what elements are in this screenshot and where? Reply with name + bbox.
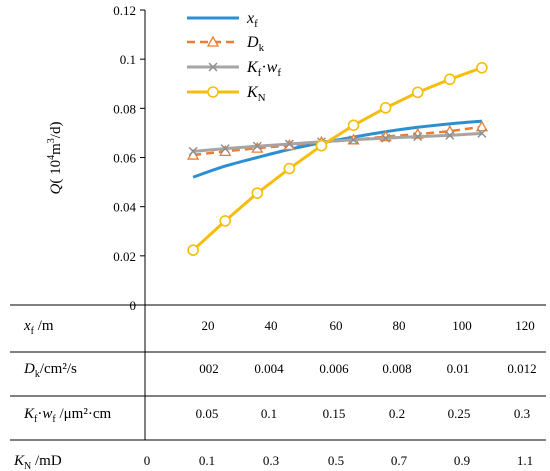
point-marker-kfwf [413, 132, 423, 142]
legend-label-xf: xf [246, 10, 258, 30]
legend-marker-kfwf [208, 62, 218, 72]
x-tick-label-dk: 0.004 [254, 361, 284, 376]
x-tick-label-xf: 60 [330, 318, 343, 333]
x-tick-label-kn: 0.1 [199, 453, 215, 468]
x-axis-label-kfwf: Kf·wf /μm²·cm [23, 406, 111, 425]
point-marker-kn [187, 244, 199, 256]
point-marker-kn [347, 119, 360, 132]
point-marker-kfwf [220, 144, 230, 154]
x-tick-label-kn: 0 [144, 453, 151, 468]
y-tick-label: 0.12 [113, 3, 136, 18]
legend-marker-kn [207, 86, 219, 98]
x-tick-label-xf: 100 [452, 318, 472, 333]
x-tick-label-dk: 0.008 [382, 361, 411, 376]
x-axis-label-xf: xf /m [23, 318, 54, 337]
x-tick-label-dk: 002 [199, 361, 219, 376]
legend-label-kn: KN [246, 84, 266, 104]
point-marker-kfwf [188, 146, 198, 156]
y-axis-label: Q( 104m3/d) [46, 122, 64, 195]
point-marker-kn [219, 215, 232, 227]
point-marker-kfwf [445, 130, 455, 140]
y-tick-label: 0.06 [113, 151, 136, 166]
point-marker-kn [443, 73, 456, 86]
x-tick-label-kn: 1.1 [517, 453, 533, 468]
x-tick-label-kn: 0.3 [263, 453, 279, 468]
x-tick-label-kfwf: 0.1 [261, 406, 277, 421]
x-tick-label-kfwf: 0.2 [389, 406, 405, 421]
x-tick-label-xf: 40 [265, 318, 278, 333]
x-tick-label-kn: 0.5 [328, 453, 344, 468]
series-line-kfwf [192, 131, 482, 153]
y-tick-label: 0.08 [113, 101, 136, 116]
x-tick-label-kfwf: 0.3 [514, 406, 530, 421]
point-marker-kfwf [349, 135, 359, 145]
x-tick-label-kfwf: 0.15 [323, 406, 346, 421]
point-marker-kn [251, 187, 264, 199]
point-marker-kn [379, 102, 392, 114]
x-tick-label-xf: 20 [202, 318, 215, 333]
x-tick-label-xf: 80 [393, 318, 406, 333]
y-tick-label: 0.02 [113, 249, 136, 264]
point-marker-kfwf [284, 139, 294, 149]
x-tick-label-dk: 0.006 [319, 361, 349, 376]
x-tick-label-kn: 0.7 [391, 453, 408, 468]
point-marker-kfwf [381, 133, 391, 143]
point-marker-kn [411, 86, 424, 99]
x-tick-label-kfwf: 0.05 [196, 406, 219, 421]
y-tick-label: 0.04 [113, 200, 136, 215]
x-axis-label-dk: Dk/cm²/s [23, 361, 77, 380]
point-marker-kfwf [477, 128, 487, 138]
legend-label-kfwf: Kf·wf [246, 59, 281, 79]
y-tick-label: 0.1 [120, 52, 136, 67]
x-axis-label-kn: KN /mD [13, 453, 62, 471]
point-marker-kn [476, 61, 488, 74]
x-tick-label-dk: 0.012 [507, 361, 536, 376]
series-line-kn [192, 66, 483, 252]
x-tick-label-dk: 0.01 [447, 361, 470, 376]
x-tick-label-kfwf: 0.25 [448, 406, 471, 421]
point-marker-dk [475, 120, 488, 132]
x-tick-label-kn: 0.9 [454, 453, 470, 468]
point-marker-kn [283, 162, 296, 175]
x-tick-label-xf: 120 [515, 318, 535, 333]
legend-label-dk: Dk [246, 34, 265, 54]
point-marker-kfwf [252, 141, 262, 151]
point-marker-kn [315, 139, 328, 152]
legend-marker-dk [206, 35, 220, 47]
